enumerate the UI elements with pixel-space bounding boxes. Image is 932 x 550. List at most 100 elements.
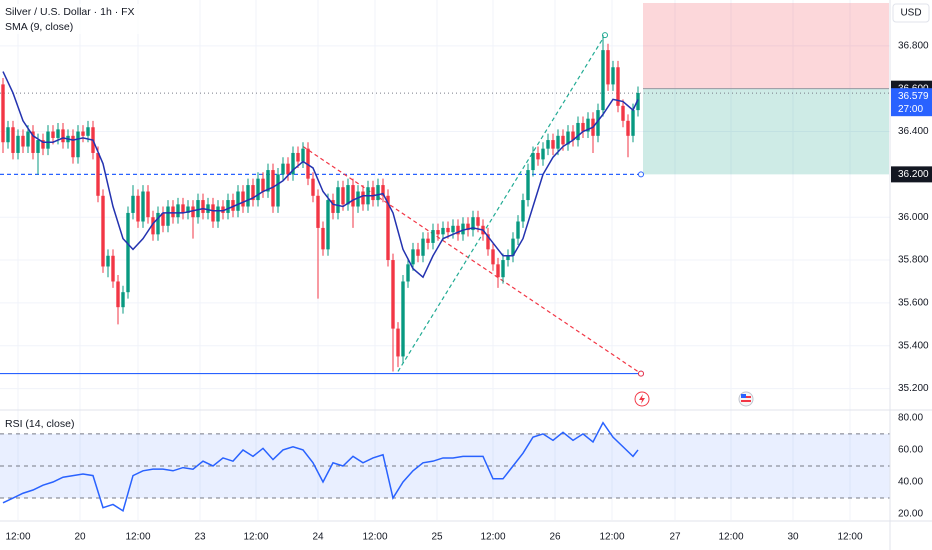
candle-body xyxy=(466,223,470,231)
rsi-tick-label: 80.00 xyxy=(898,413,923,424)
candle-body xyxy=(496,264,500,278)
y-tick-label: 35.600 xyxy=(898,298,929,309)
flag-stripe xyxy=(741,400,751,402)
drawing-line xyxy=(302,146,642,375)
candle-body xyxy=(71,135,75,158)
candle-body xyxy=(471,217,475,231)
candle-body xyxy=(476,217,480,226)
candle-body xyxy=(536,152,540,160)
candle-body xyxy=(166,206,170,226)
candle-body xyxy=(136,195,140,222)
y-tick-label: 35.400 xyxy=(898,340,929,351)
candle-body xyxy=(96,152,100,196)
price-label-box xyxy=(891,166,932,183)
candle-body xyxy=(396,328,400,357)
candle-body xyxy=(516,221,520,239)
rsi-label: RSI (14, close) xyxy=(5,418,74,430)
candle-body xyxy=(316,195,320,228)
x-tick-label: 26 xyxy=(549,532,561,543)
candle-body xyxy=(616,67,620,106)
x-tick-label: 12:00 xyxy=(125,532,150,543)
candle-body xyxy=(171,206,175,218)
candle-body xyxy=(216,206,220,222)
candle-body xyxy=(241,191,245,207)
candle-body xyxy=(306,148,310,179)
rsi-tick-label: 60.00 xyxy=(898,445,923,456)
x-tick-label: 12:00 xyxy=(5,532,30,543)
x-tick-label: 12:00 xyxy=(718,532,743,543)
candle-body xyxy=(16,135,20,153)
candle-body xyxy=(1,84,5,143)
x-tick-label: 24 xyxy=(312,532,324,543)
y-tick-label: 36.400 xyxy=(898,126,929,137)
candle-body xyxy=(111,255,115,282)
candle-body xyxy=(236,191,240,211)
candle-body xyxy=(601,50,605,111)
candle-body xyxy=(411,249,415,265)
y-tick-label: 36.800 xyxy=(898,40,929,51)
candle-body xyxy=(46,131,50,149)
candle-body xyxy=(301,148,305,162)
drawing-handle xyxy=(638,171,644,178)
candle-body xyxy=(341,187,345,205)
x-tick-label: 25 xyxy=(431,532,443,543)
candle-body xyxy=(596,110,600,136)
candle-body xyxy=(611,67,615,85)
candle-body xyxy=(571,131,575,141)
candle-body xyxy=(11,127,15,153)
rsi-tick-label: 40.00 xyxy=(898,477,923,488)
candle-body xyxy=(321,227,325,250)
drawing-handle xyxy=(638,370,644,377)
currency: USD xyxy=(900,8,921,19)
x-tick-label: 12:00 xyxy=(243,532,268,543)
candle-body xyxy=(421,238,425,256)
candle-body xyxy=(561,135,565,145)
candle-body xyxy=(521,200,525,222)
candle-body xyxy=(326,200,330,250)
candle-body xyxy=(416,249,420,256)
candle-body xyxy=(511,238,515,256)
x-tick-label: 12:00 xyxy=(837,532,862,543)
candle-body xyxy=(286,163,290,175)
candle-body xyxy=(501,260,505,278)
candle-body xyxy=(196,200,200,218)
x-tick-label: 20 xyxy=(74,532,86,543)
event-icons[interactable] xyxy=(634,391,754,407)
candle-body xyxy=(606,50,610,85)
candle-body xyxy=(531,152,535,171)
candle-body xyxy=(41,140,45,149)
candle-body xyxy=(406,264,410,282)
candle-body xyxy=(161,212,165,226)
candle-body xyxy=(6,127,10,143)
candle-body xyxy=(296,152,300,162)
stop-zone xyxy=(643,3,889,89)
candle-body xyxy=(271,170,275,207)
candle-body xyxy=(101,195,105,267)
candle-body xyxy=(156,212,160,235)
currency-box[interactable] xyxy=(892,3,930,23)
candle-body xyxy=(441,227,445,235)
price-label: 36.200 xyxy=(898,169,929,180)
candle-body xyxy=(351,185,355,207)
candle-body xyxy=(541,148,545,160)
event-icon-bolt xyxy=(639,394,645,404)
candle-body xyxy=(446,227,450,233)
candle-body xyxy=(176,204,180,218)
candle-body xyxy=(426,238,430,243)
candle-body xyxy=(581,122,585,132)
price-label: 36.579 xyxy=(898,91,929,102)
candle-body xyxy=(376,185,380,201)
candle-body xyxy=(201,200,205,213)
candle-body xyxy=(401,281,405,357)
candle-body xyxy=(546,140,550,149)
candle-body xyxy=(261,178,265,192)
legend-bg xyxy=(2,4,152,34)
candle-body xyxy=(266,170,270,192)
candle-body xyxy=(506,255,510,261)
candle-body xyxy=(76,131,80,158)
candle-body xyxy=(331,200,335,213)
candle-body xyxy=(311,178,315,196)
x-tick-label: 12:00 xyxy=(599,532,624,543)
candle-body xyxy=(551,140,555,149)
